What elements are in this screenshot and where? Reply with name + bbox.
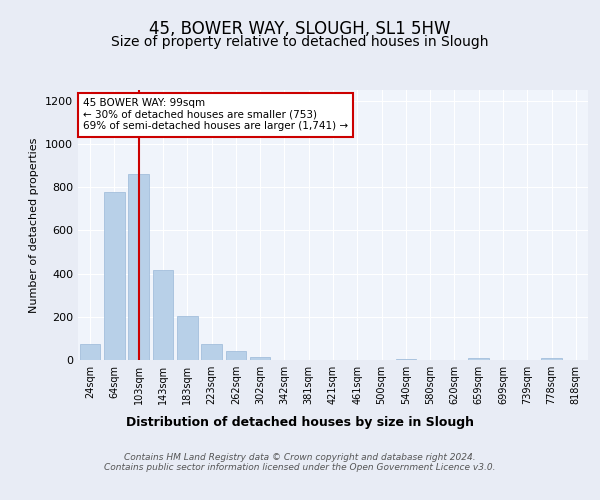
Bar <box>469 358 489 360</box>
Bar <box>80 344 100 360</box>
Text: Contains HM Land Registry data © Crown copyright and database right 2024.
Contai: Contains HM Land Registry data © Crown c… <box>104 453 496 472</box>
Bar <box>541 358 562 360</box>
Bar <box>201 344 222 360</box>
Bar <box>104 192 125 360</box>
Text: 45, BOWER WAY, SLOUGH, SL1 5HW: 45, BOWER WAY, SLOUGH, SL1 5HW <box>149 20 451 38</box>
Bar <box>226 352 246 360</box>
Text: 45 BOWER WAY: 99sqm
← 30% of detached houses are smaller (753)
69% of semi-detac: 45 BOWER WAY: 99sqm ← 30% of detached ho… <box>83 98 348 132</box>
Text: Distribution of detached houses by size in Slough: Distribution of detached houses by size … <box>126 416 474 429</box>
Bar <box>395 359 416 360</box>
Bar <box>177 316 197 360</box>
Bar <box>152 270 173 360</box>
Y-axis label: Number of detached properties: Number of detached properties <box>29 138 40 312</box>
Bar <box>128 174 149 360</box>
Text: Size of property relative to detached houses in Slough: Size of property relative to detached ho… <box>111 35 489 49</box>
Bar <box>250 357 271 360</box>
